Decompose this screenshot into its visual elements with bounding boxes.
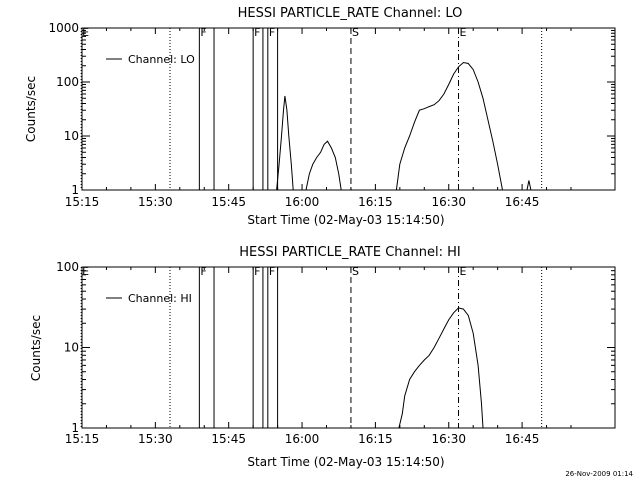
y-tick-label: 100 <box>56 260 79 274</box>
series-line <box>276 95 294 191</box>
event-marker-label: E <box>460 26 467 39</box>
series-line <box>305 140 342 191</box>
x-tick-label: 16:15 <box>358 432 393 446</box>
x-tick-label: 16:30 <box>431 195 466 209</box>
chart-panel-hi: HESSI PARTICLE_RATE Channel: HI Start Ti… <box>29 245 616 469</box>
legend-label: Channel: LO <box>128 53 195 66</box>
event-marker-label: E <box>460 265 467 278</box>
chart-panel-lo: HESSI PARTICLE_RATE Channel: LO Start Ti… <box>24 6 616 227</box>
y-axis-label: Counts/sec <box>24 76 38 142</box>
plot-frame <box>81 27 616 191</box>
series-line <box>526 180 532 191</box>
x-tick-label: 16:45 <box>505 432 540 446</box>
legend-label: Channel: HI <box>128 292 192 305</box>
x-tick-label: 15:30 <box>138 432 173 446</box>
chart-title: HESSI PARTICLE_RATE Channel: LO <box>238 6 463 21</box>
y-tick-label: 1000 <box>48 21 79 35</box>
event-marker-label: F <box>254 265 260 278</box>
y-tick-label: 1 <box>71 183 79 197</box>
x-axis-label: Start Time (02-May-03 15:14:50) <box>247 213 444 227</box>
y-tick-label: 10 <box>64 129 79 143</box>
y-tick-label: 100 <box>56 75 79 89</box>
x-tick-label: 16:30 <box>431 432 466 446</box>
x-tick-label: 16:00 <box>285 195 320 209</box>
series-line <box>398 307 484 429</box>
y-tick-label: 10 <box>64 341 79 355</box>
x-tick-label: 15:45 <box>211 432 246 446</box>
chart-title: HESSI PARTICLE_RATE Channel: HI <box>239 245 460 260</box>
x-tick-label: 16:45 <box>505 195 540 209</box>
event-marker-label: S <box>352 265 359 278</box>
y-tick-label: 1 <box>71 421 79 435</box>
event-marker-label: F <box>200 26 206 39</box>
x-tick-label: 15:45 <box>211 195 246 209</box>
legend: Channel: LO <box>106 53 195 66</box>
event-marker-label: F <box>254 26 260 39</box>
x-tick-label: 16:00 <box>285 432 320 446</box>
event-marker-label: F <box>269 26 275 39</box>
x-tick-label: 15:30 <box>138 195 173 209</box>
event-marker-label: E <box>82 26 89 39</box>
x-axis-label: Start Time (02-May-03 15:14:50) <box>247 455 444 469</box>
x-tick-label: 16:15 <box>358 195 393 209</box>
series-line <box>395 61 503 191</box>
event-marker-label: E <box>82 265 89 278</box>
event-marker-label: F <box>269 265 275 278</box>
footer-timestamp: 26-Nov-2009 01:14 <box>565 470 633 478</box>
y-axis-label: Counts/sec <box>29 315 43 381</box>
event-marker-label: F <box>200 265 206 278</box>
x-tick-label: 15:15 <box>65 432 100 446</box>
x-tick-label: 15:15 <box>65 195 100 209</box>
legend: Channel: HI <box>106 292 192 305</box>
event-marker-label: S <box>352 26 359 39</box>
